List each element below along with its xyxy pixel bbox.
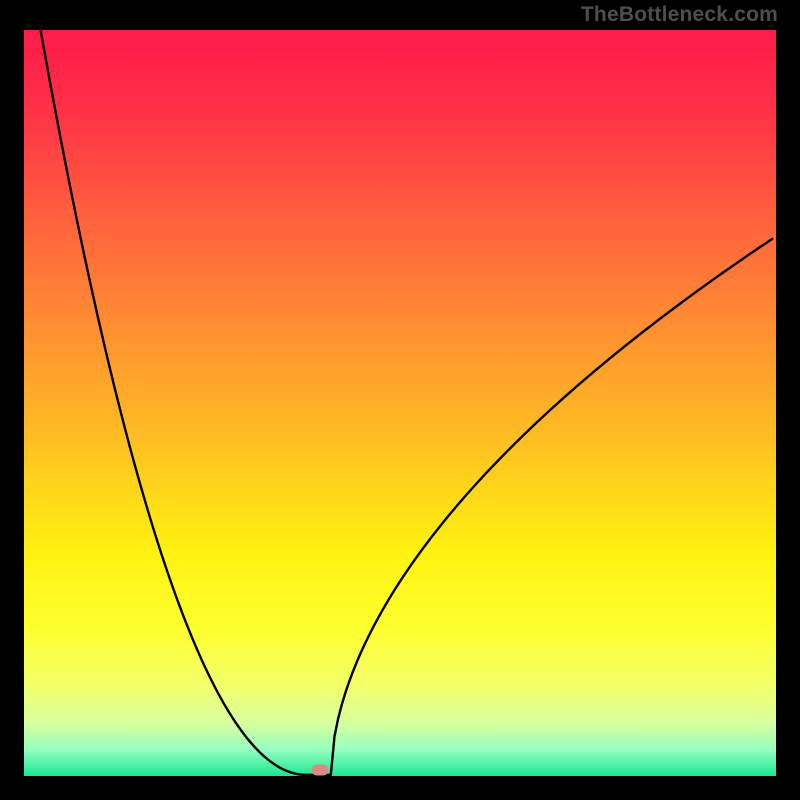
- watermark-text: TheBottleneck.com: [581, 3, 778, 27]
- bottleneck-curve: [24, 30, 776, 776]
- bottleneck-marker: [312, 765, 329, 776]
- plot-area: [24, 30, 776, 776]
- chart-container: TheBottleneck.com: [0, 0, 800, 800]
